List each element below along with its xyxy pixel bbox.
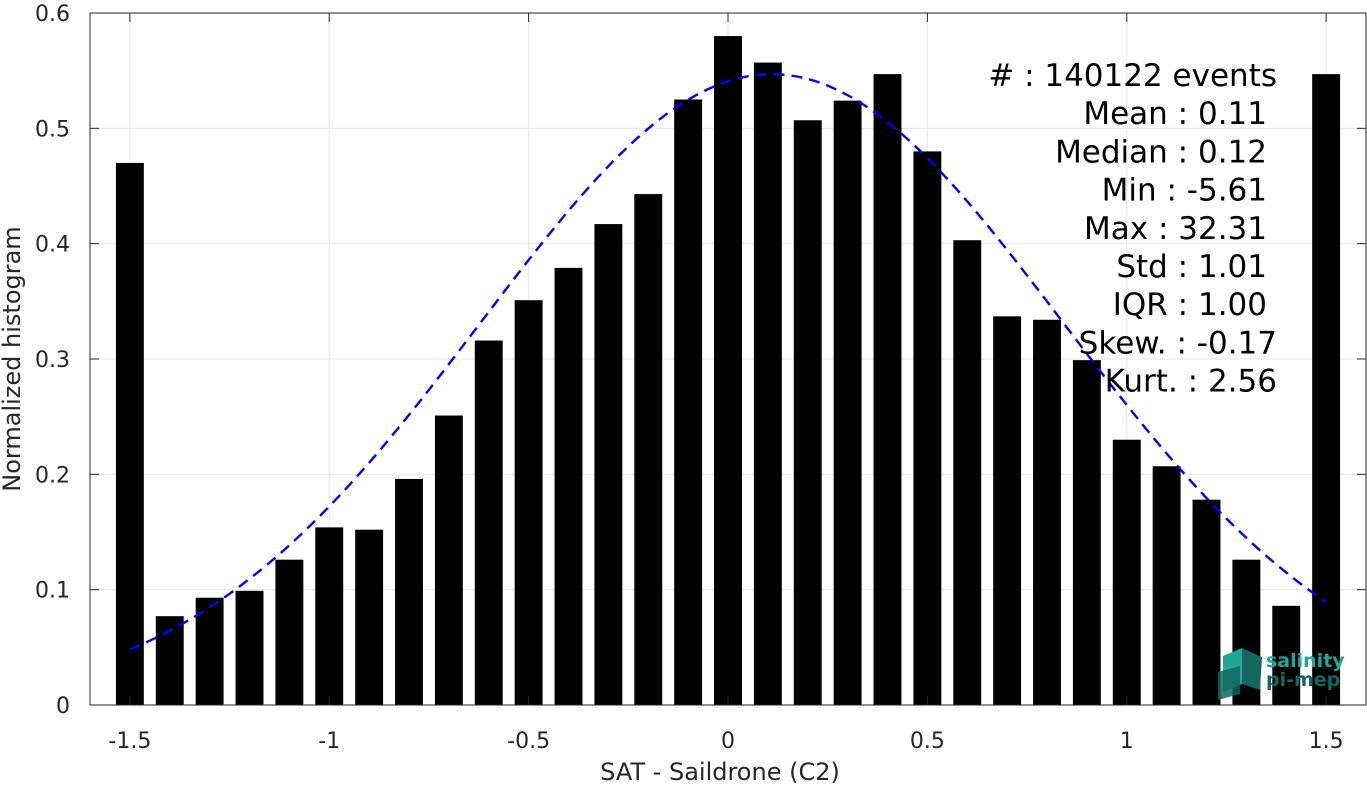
stats-line: Std : 1.01 (1116, 249, 1267, 285)
histogram-bar (315, 527, 344, 705)
histogram-bar (474, 340, 503, 705)
x-tick-label: 0 (721, 729, 735, 754)
gaussian-fit-curve (129, 72, 1327, 651)
histogram-bar (594, 224, 623, 705)
histogram-bar (195, 597, 224, 705)
histogram-bar (993, 316, 1022, 705)
histogram-bar (115, 162, 144, 705)
stats-line: Kurt. : 2.56 (1105, 364, 1277, 400)
y-axis-title: Normalized histogram (0, 226, 26, 491)
histogram-bar (714, 36, 742, 706)
histogram-bar (514, 300, 543, 705)
x-tick-label: -1.5 (108, 729, 151, 754)
stats-line: Min : -5.61 (1102, 173, 1267, 209)
x-tick-label: 1 (1120, 729, 1134, 754)
y-tick-label: 0.1 (35, 579, 70, 604)
salinity-pi-mep-logo: salinity pi-mep (1218, 648, 1345, 700)
histogram-bars (115, 36, 1341, 706)
histogram-bar (833, 100, 862, 706)
stats-line: Max : 32.31 (1084, 211, 1267, 247)
histogram-bar (355, 529, 384, 705)
stats-line: IQR : 1.00 (1113, 287, 1267, 323)
logo-text-salinity: salinity (1266, 650, 1345, 672)
x-axis-title: SAT - Saildrone (C2) (600, 758, 840, 785)
histogram-bar (1033, 319, 1061, 705)
histogram-bar (1192, 499, 1221, 705)
axis-ticks: -1.5 -1 -0.5 0 0.5 1 1.5 0 0.1 0.2 0.3 0.4 0.5 0.6 (35, 2, 1366, 754)
stats-line: Median : 0.12 (1055, 134, 1267, 170)
logo-text-pi-mep: pi-mep (1266, 669, 1340, 691)
histogram-bar (634, 194, 663, 705)
histogram-bar (395, 478, 423, 705)
histogram-bar (235, 590, 264, 705)
histogram-bar (434, 415, 463, 705)
histogram-bar (275, 559, 304, 705)
stats-line: Skew. : -0.17 (1079, 325, 1277, 361)
x-tick-label: -1 (318, 729, 340, 754)
histogram-bar (1112, 439, 1141, 705)
x-tick-label: 1.5 (1309, 729, 1344, 754)
histogram-bar (873, 74, 902, 706)
histogram-bar (793, 120, 822, 705)
y-tick-label: 0.3 (35, 348, 70, 373)
stats-line: # : 140122 events (988, 58, 1277, 94)
y-tick-label: 0 (56, 694, 70, 719)
x-tick-label: 0.5 (910, 729, 945, 754)
stats-line: Mean : 0.11 (1083, 96, 1267, 132)
histogram-bar (953, 240, 982, 705)
histogram-bar (1072, 360, 1101, 705)
y-tick-label: 0.2 (35, 463, 70, 488)
histogram-bar (753, 62, 782, 706)
y-tick-label: 0.4 (35, 233, 70, 258)
histogram-bar (913, 151, 942, 705)
histogram-bar (1312, 74, 1341, 706)
histogram-bar (1272, 605, 1301, 705)
histogram-bar (1152, 466, 1181, 705)
logo-cube-icon (1218, 648, 1262, 700)
histogram-bar (674, 99, 703, 705)
x-tick-label: -0.5 (507, 729, 550, 754)
y-tick-label: 0.5 (35, 117, 70, 142)
y-tick-label: 0.6 (35, 2, 70, 27)
histogram-bar (554, 267, 583, 705)
